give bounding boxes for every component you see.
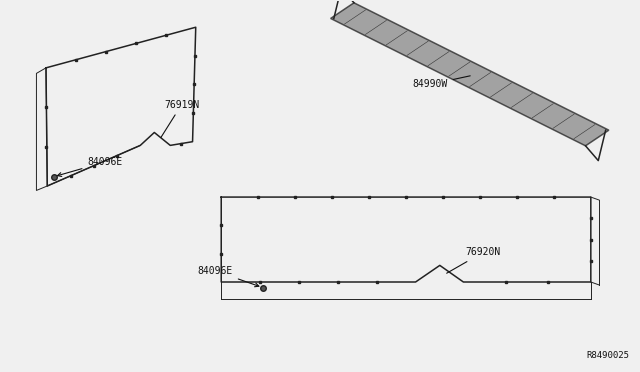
Text: 84096E: 84096E [198, 266, 259, 287]
Text: 76919N: 76919N [161, 100, 199, 138]
Text: 76920N: 76920N [447, 247, 500, 273]
Polygon shape [331, 3, 609, 146]
Text: 84990W: 84990W [412, 76, 470, 89]
Text: R8490025: R8490025 [586, 350, 629, 359]
Text: 84096E: 84096E [58, 157, 123, 176]
